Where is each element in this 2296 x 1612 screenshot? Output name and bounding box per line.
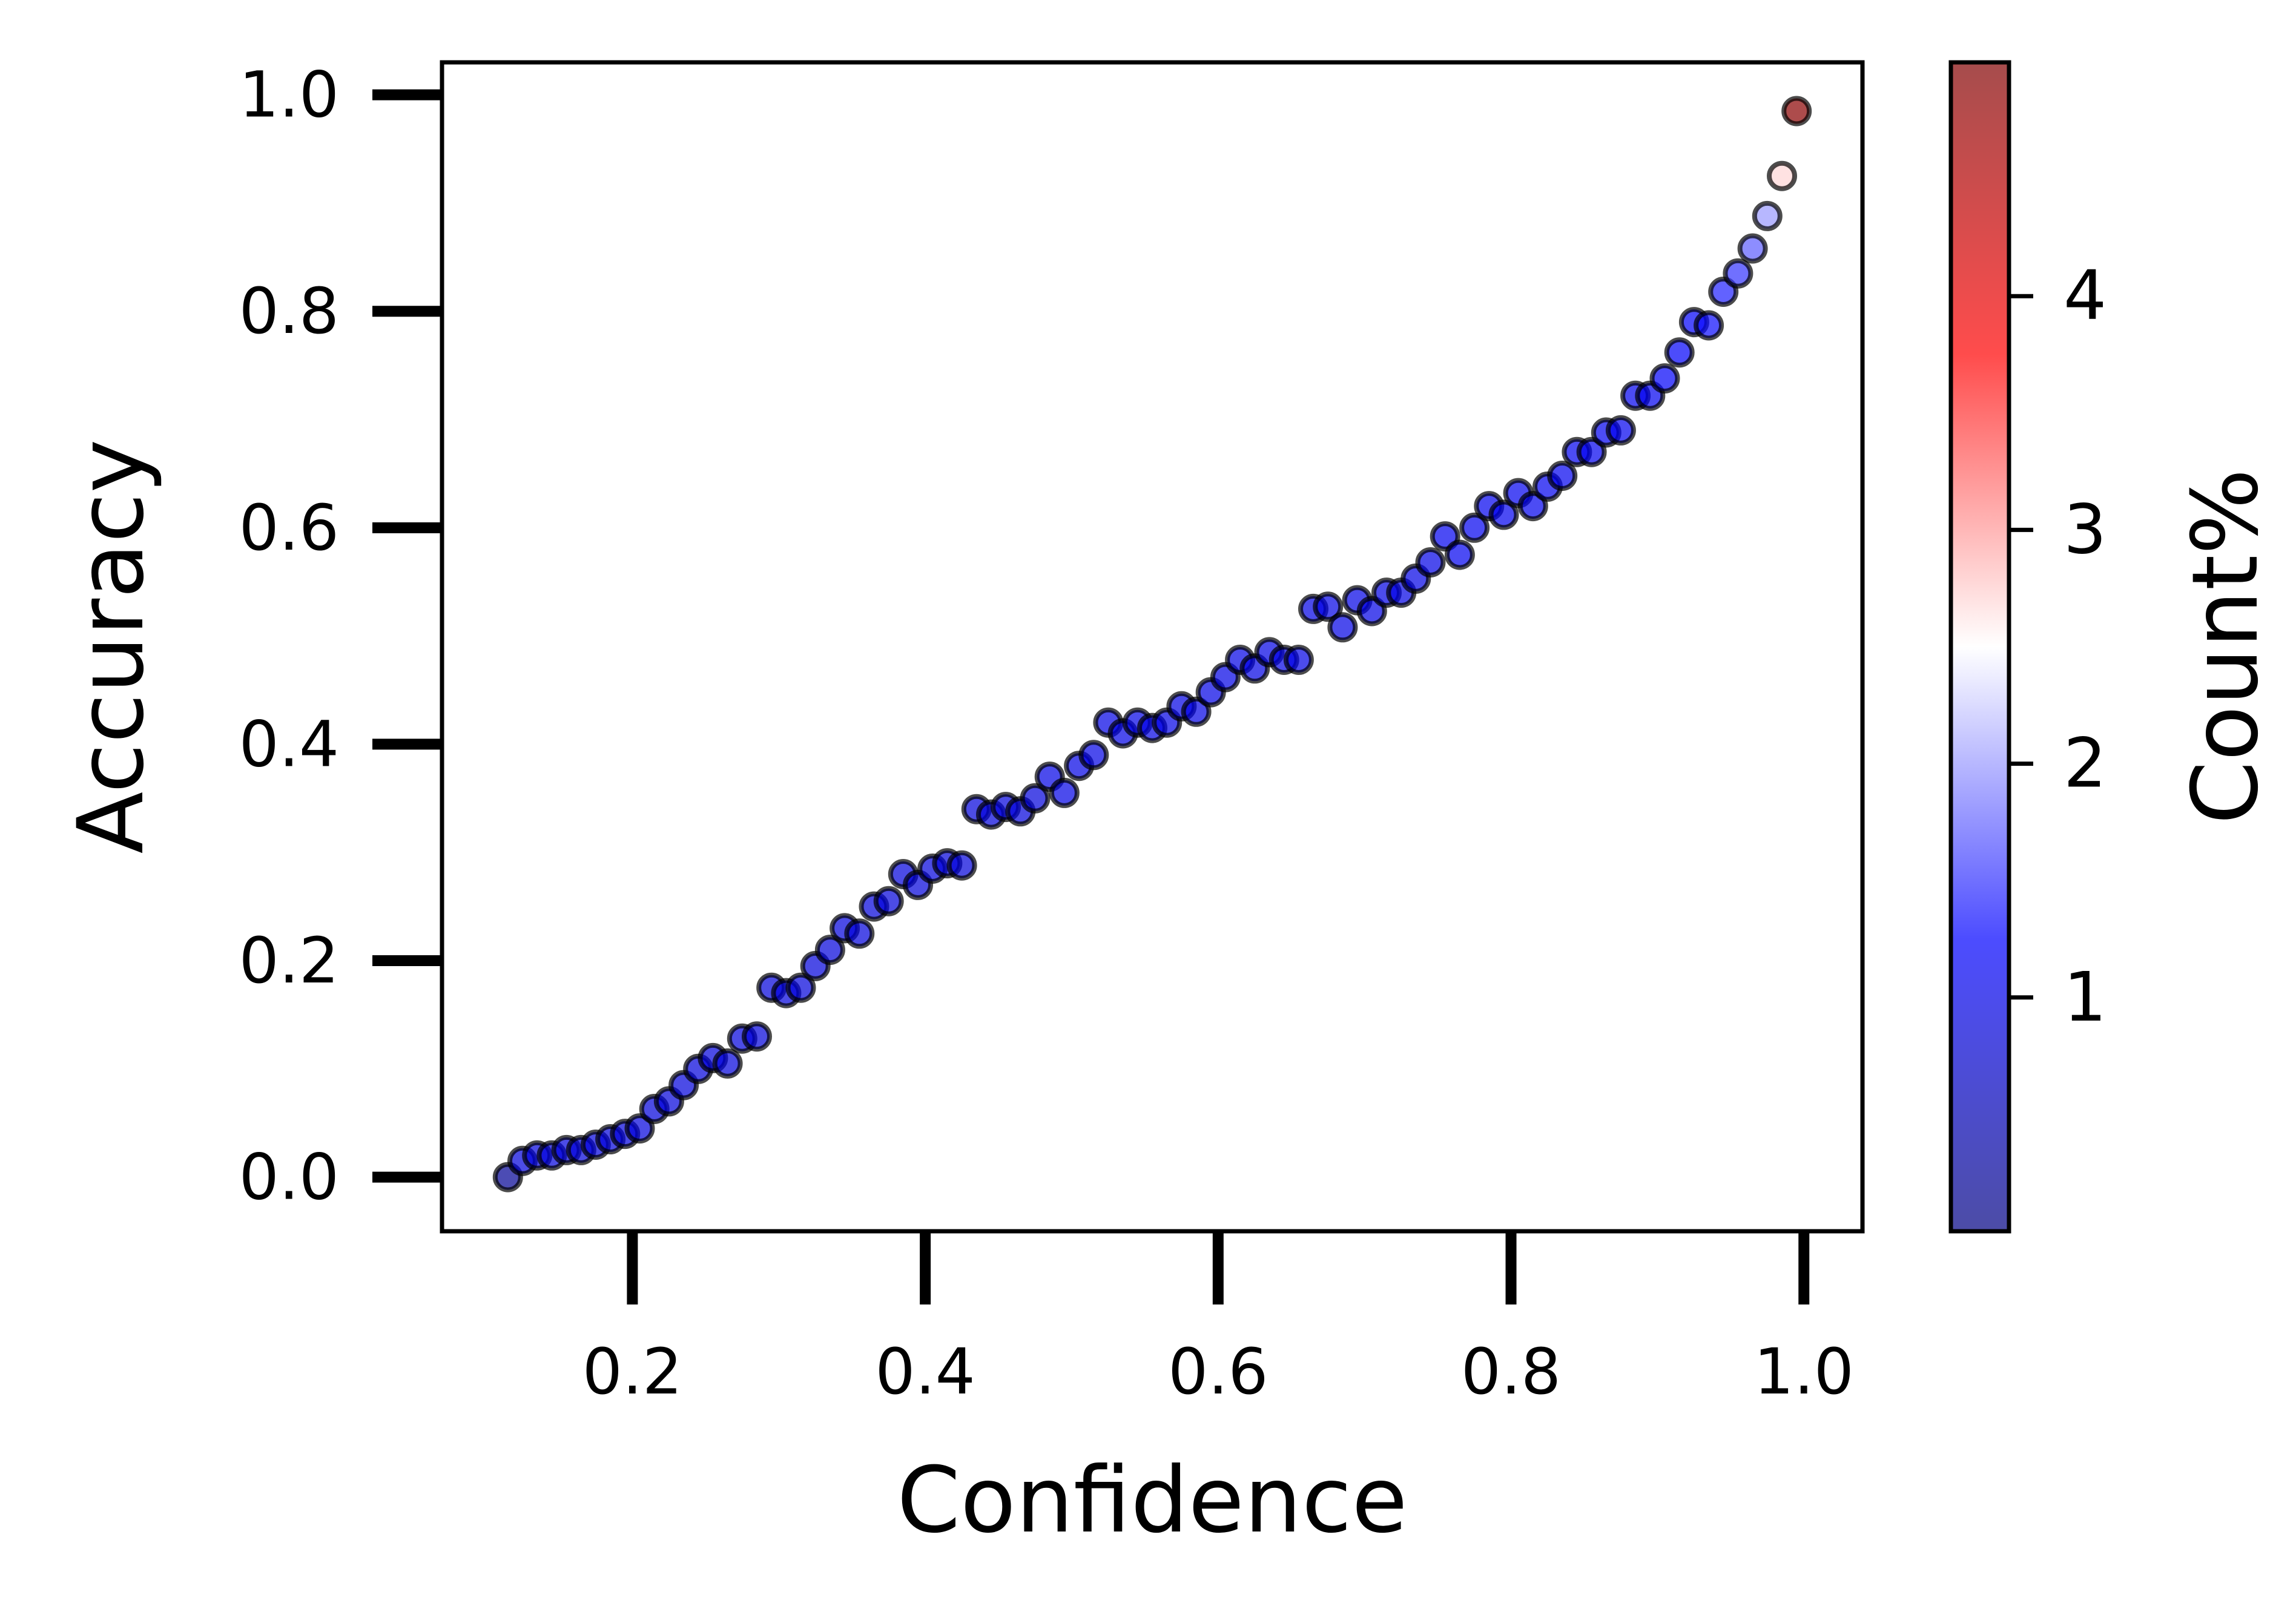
data-point xyxy=(1459,512,1490,543)
y-tick-label: 0.6 xyxy=(239,491,339,565)
colorbar-label: Count% xyxy=(2173,469,2278,824)
colorbar-tick-label: 4 xyxy=(2063,257,2106,335)
y-tick-label: 0.2 xyxy=(239,924,339,998)
y-tick-label: 1.0 xyxy=(239,58,339,132)
y-tick-label: 0.4 xyxy=(239,707,339,781)
colorbar-ticks: 1 2 3 4 xyxy=(2009,257,2106,1037)
data-point xyxy=(1078,740,1109,771)
data-point xyxy=(1752,200,1783,231)
colorbar-gradient xyxy=(1951,62,2009,1231)
data-points xyxy=(492,96,1812,1193)
data-point xyxy=(1649,363,1680,394)
plot-frame xyxy=(440,60,1865,1234)
y-axis-label: Accuracy xyxy=(59,439,164,854)
colorbar-tick-label: 2 xyxy=(2063,725,2106,803)
data-point xyxy=(1576,436,1607,467)
data-point xyxy=(1283,645,1314,675)
x-tick-label: 0.8 xyxy=(1461,1335,1561,1409)
data-point xyxy=(1415,547,1446,577)
data-point xyxy=(1694,310,1724,341)
y-tick-label: 0.0 xyxy=(239,1140,339,1214)
data-point xyxy=(1605,415,1636,446)
data-point xyxy=(1181,696,1212,727)
x-tick-label: 0.4 xyxy=(875,1335,975,1409)
data-point xyxy=(785,972,816,1003)
x-tick-label: 0.6 xyxy=(1168,1335,1268,1409)
x-axis-label: Confidence xyxy=(897,1448,1407,1553)
data-point xyxy=(1049,777,1080,808)
data-point xyxy=(712,1048,743,1079)
colorbar-tick-label: 3 xyxy=(2063,490,2106,569)
data-point xyxy=(1767,160,1797,191)
data-point xyxy=(873,886,904,916)
data-point xyxy=(814,935,845,966)
data-point xyxy=(1488,499,1519,530)
colorbar-frame xyxy=(1948,60,2011,1234)
data-point xyxy=(844,918,875,949)
data-point xyxy=(1723,258,1753,289)
data-point xyxy=(1781,96,1812,127)
colorbar: 1 2 3 4 Count% xyxy=(1948,60,2278,1234)
data-point xyxy=(946,850,977,881)
data-point xyxy=(624,1113,655,1144)
x-axis-ticks: 0.2 0.4 0.6 0.8 1.0 xyxy=(582,1231,1854,1409)
x-tick-label: 0.2 xyxy=(582,1335,682,1409)
data-point xyxy=(742,1021,772,1052)
data-point xyxy=(1327,612,1358,643)
data-point xyxy=(1517,491,1548,522)
colorbar-tick-label: 1 xyxy=(2063,958,2106,1037)
y-axis-ticks: 0.0 0.2 0.4 0.6 0.8 1.0 xyxy=(239,58,442,1214)
data-point xyxy=(1664,337,1695,368)
data-point xyxy=(1737,233,1768,264)
data-point xyxy=(1444,539,1475,570)
data-point xyxy=(1547,461,1578,491)
data-point xyxy=(1313,591,1344,622)
x-tick-label: 1.0 xyxy=(1754,1335,1854,1409)
data-point xyxy=(1020,783,1051,814)
y-tick-label: 0.8 xyxy=(239,274,339,348)
